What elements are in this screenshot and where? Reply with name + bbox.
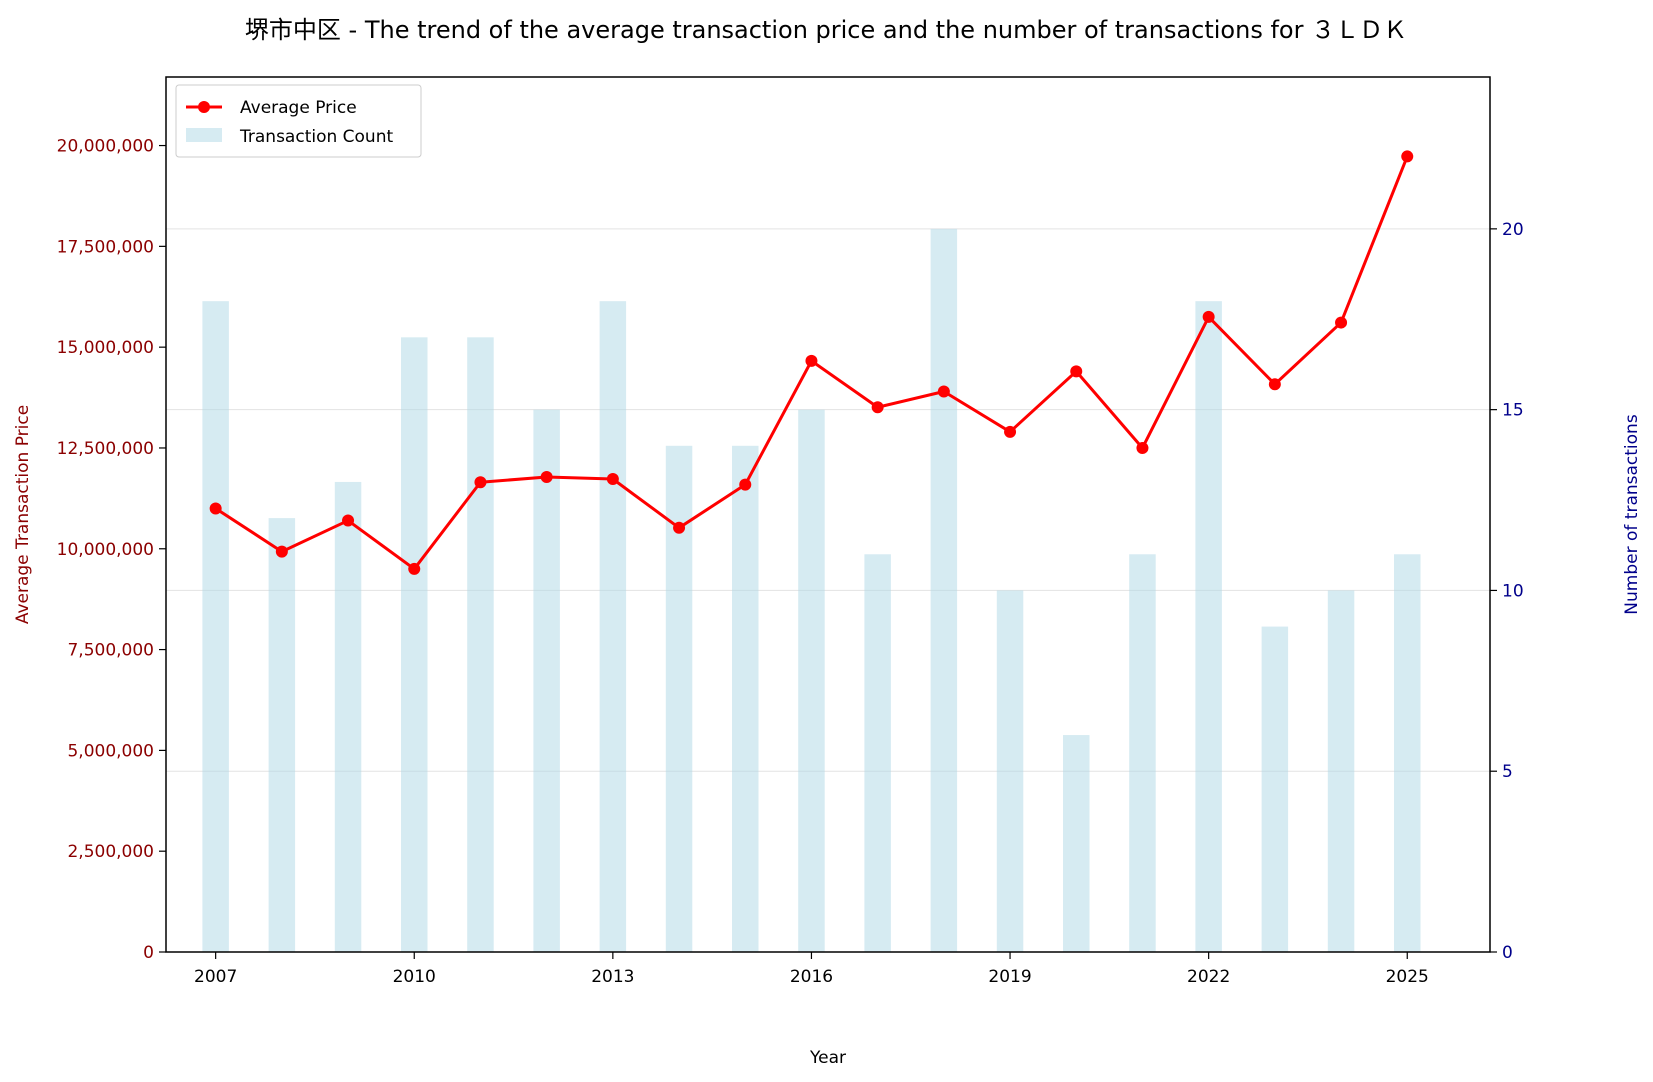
right-axis-ticks: 0 5 10 15 20 [1490,220,1524,963]
point-2015 [739,478,752,491]
bar-2007 [202,301,229,952]
point-2009 [342,514,355,527]
left-axis-ticks: 0 2,500,000 5,000,000 7,500,000 10,000,000 12… [57,137,166,963]
right-tick-label-4: 20 [1502,220,1524,240]
right-tick-label-0: 0 [1502,943,1513,963]
bar-2009 [334,481,362,952]
left-tick-label-5: 12,500,000 [57,439,154,459]
x-tick-label-3: 2016 [790,967,833,987]
bar-2025 [1394,554,1421,952]
left-tick-label-2: 5,000,000 [67,741,154,761]
point-2023 [1268,378,1281,391]
x-tick-label-4: 2019 [988,967,1031,987]
point-2022 [1202,310,1215,323]
left-tick-label-4: 10,000,000 [57,540,154,560]
point-2013 [606,473,619,486]
bar-2011 [467,337,494,952]
legend-box [175,84,422,158]
plot-frame [165,76,1491,953]
point-2025 [1401,150,1414,163]
bar-2017 [864,554,891,952]
point-2007 [209,502,222,515]
x-tick-label-2: 2013 [591,967,634,987]
legend: Average Price Transaction Count [175,84,422,158]
left-tick-label-3: 7,500,000 [67,641,154,661]
legend-label-average-price: Average Price [240,98,357,118]
point-2016 [805,354,818,367]
bar-2020 [1063,735,1090,952]
bar-2015 [732,445,759,952]
point-2019 [1004,425,1017,438]
point-2010 [408,562,421,575]
bar-2023 [1261,626,1289,952]
bar-2018 [930,228,958,952]
x-tick-label-5: 2022 [1187,967,1230,987]
right-tick-label-3: 15 [1502,401,1524,421]
legend-swatch-transaction-count [186,128,222,142]
bar-2010 [401,337,428,952]
y-axis-label-left: Average Transaction Price [13,405,33,624]
bar-2008 [268,518,296,952]
left-tick-label-0: 0 [143,943,154,963]
y-axis-label-right: Number of transactions [1622,414,1642,615]
legend-marker-average-price [198,101,210,113]
bar-series [202,228,1421,952]
left-tick-label-1: 2,500,000 [67,842,154,862]
bar-2016 [798,409,825,952]
right-tick-label-1: 5 [1502,762,1513,782]
point-2020 [1070,365,1083,378]
bar-2022 [1195,301,1222,952]
point-2012 [540,471,553,483]
point-2011 [474,476,487,489]
left-tick-label-8: 20,000,000 [57,137,154,157]
bar-2024 [1327,590,1355,952]
bar-2012 [533,409,560,952]
x-tick-label-1: 2010 [393,967,436,987]
left-tick-label-6: 15,000,000 [57,338,154,358]
point-2008 [275,545,288,558]
x-axis-ticks: 2007 2010 2013 2016 2019 2022 2025 [194,952,1429,987]
bar-2019 [996,590,1024,952]
x-tick-label-6: 2025 [1386,967,1429,987]
legend-label-transaction-count: Transaction Count [239,127,393,147]
point-2024 [1335,316,1348,329]
x-tick-label-0: 2007 [194,967,237,987]
left-tick-label-7: 17,500,000 [57,237,154,257]
x-axis-label: Year [809,1048,846,1068]
bar-2013 [599,301,627,952]
grid-lines [166,228,1490,953]
bar-2021 [1129,554,1156,952]
point-2014 [673,521,686,534]
line-series [209,150,1414,575]
point-2021 [1136,441,1149,454]
point-2018 [937,385,950,398]
right-tick-label-2: 10 [1502,581,1524,601]
chart-title: 堺市中区 - The trend of the average transact… [245,16,1407,44]
point-2017 [871,401,884,414]
